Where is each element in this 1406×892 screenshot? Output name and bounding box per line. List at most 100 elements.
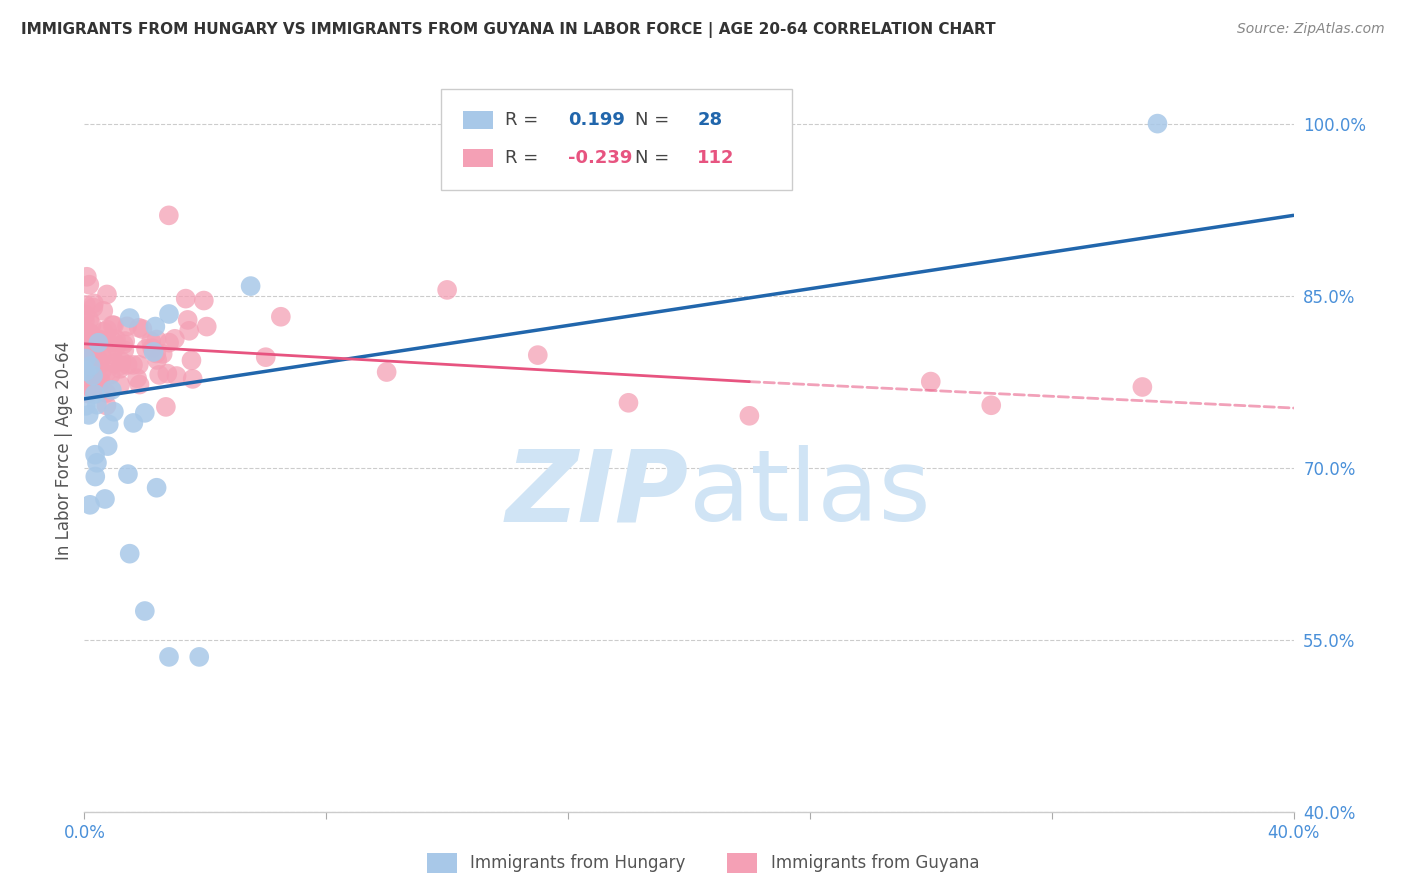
Point [157, 208, 180, 222]
Point [84, 338, 107, 352]
Point [128, 358, 150, 372]
Point [103, 318, 125, 333]
Point [128, 377, 150, 392]
Point [75, 334, 97, 348]
Point [75, 328, 97, 343]
Point [118, 311, 141, 326]
Point [77, 330, 100, 344]
Point [122, 416, 145, 430]
Point [117, 467, 139, 482]
Point [141, 334, 163, 349]
Point [163, 332, 186, 346]
Point [77, 408, 100, 422]
Point [152, 347, 174, 361]
Point [239, 279, 262, 293]
Point [84, 376, 107, 391]
Point [157, 335, 180, 350]
Point [76, 371, 98, 385]
Point [176, 313, 198, 327]
Point [122, 358, 145, 372]
Point [79, 359, 101, 373]
Point [84, 363, 107, 377]
Point [101, 318, 124, 332]
Point [82, 341, 104, 355]
Text: 28: 28 [697, 112, 723, 129]
Point [103, 405, 125, 419]
Point [112, 343, 135, 358]
Point [91, 334, 114, 348]
Point [100, 368, 122, 382]
Point [131, 322, 153, 336]
Text: 112: 112 [697, 149, 735, 167]
Point [96, 399, 118, 413]
Point [79, 326, 101, 341]
Y-axis label: In Labor Force | Age 20-64: In Labor Force | Age 20-64 [55, 341, 73, 560]
Point [91, 351, 114, 365]
Point [125, 371, 148, 385]
Point [527, 348, 550, 362]
Point [75, 399, 97, 413]
Legend: Immigrants from Hungary, Immigrants from Guyana: Immigrants from Hungary, Immigrants from… [420, 847, 986, 880]
Point [145, 333, 167, 347]
Point [97, 439, 120, 453]
Text: N =: N = [634, 149, 669, 167]
Point [436, 283, 458, 297]
Point [1130, 380, 1153, 394]
Point [83, 296, 105, 310]
Point [77, 337, 100, 351]
Point [155, 400, 177, 414]
Point [86, 456, 108, 470]
Point [82, 301, 104, 315]
Text: R =: R = [505, 112, 538, 129]
Point [87, 382, 110, 396]
Point [91, 381, 114, 395]
Point [254, 350, 277, 364]
Point [96, 287, 118, 301]
Point [90, 375, 112, 389]
Point [82, 383, 104, 397]
Text: atlas: atlas [689, 445, 931, 542]
Point [108, 361, 131, 376]
Point [82, 368, 104, 383]
FancyBboxPatch shape [441, 89, 792, 190]
FancyBboxPatch shape [463, 112, 494, 129]
Text: ZIP: ZIP [506, 445, 689, 542]
Point [101, 383, 124, 397]
Point [91, 303, 114, 318]
Point [79, 378, 101, 392]
Point [108, 377, 131, 392]
Point [80, 318, 103, 332]
Point [375, 365, 398, 379]
Point [134, 604, 156, 618]
Point [84, 448, 107, 462]
Point [94, 346, 117, 360]
Point [128, 320, 150, 334]
Point [195, 319, 218, 334]
Point [980, 398, 1002, 412]
Point [93, 325, 115, 339]
Point [96, 365, 118, 379]
Point [143, 319, 166, 334]
Text: R =: R = [505, 149, 538, 167]
Point [157, 307, 180, 321]
Point [105, 339, 128, 353]
Point [141, 341, 163, 355]
Point [103, 356, 125, 370]
Point [135, 342, 157, 356]
Point [79, 351, 101, 365]
Point [75, 333, 97, 347]
Text: IMMIGRANTS FROM HUNGARY VS IMMIGRANTS FROM GUYANA IN LABOR FORCE | AGE 20-64 COR: IMMIGRANTS FROM HUNGARY VS IMMIGRANTS FR… [21, 22, 995, 38]
Point [80, 350, 103, 364]
Point [146, 353, 169, 368]
Point [79, 277, 101, 292]
Point [193, 293, 215, 308]
Point [75, 308, 97, 322]
Point [920, 375, 942, 389]
Point [157, 649, 180, 664]
Point [96, 386, 118, 401]
Point [103, 334, 125, 349]
Point [174, 292, 197, 306]
Point [77, 312, 100, 326]
Text: -0.239: -0.239 [568, 149, 633, 167]
Point [75, 364, 97, 378]
